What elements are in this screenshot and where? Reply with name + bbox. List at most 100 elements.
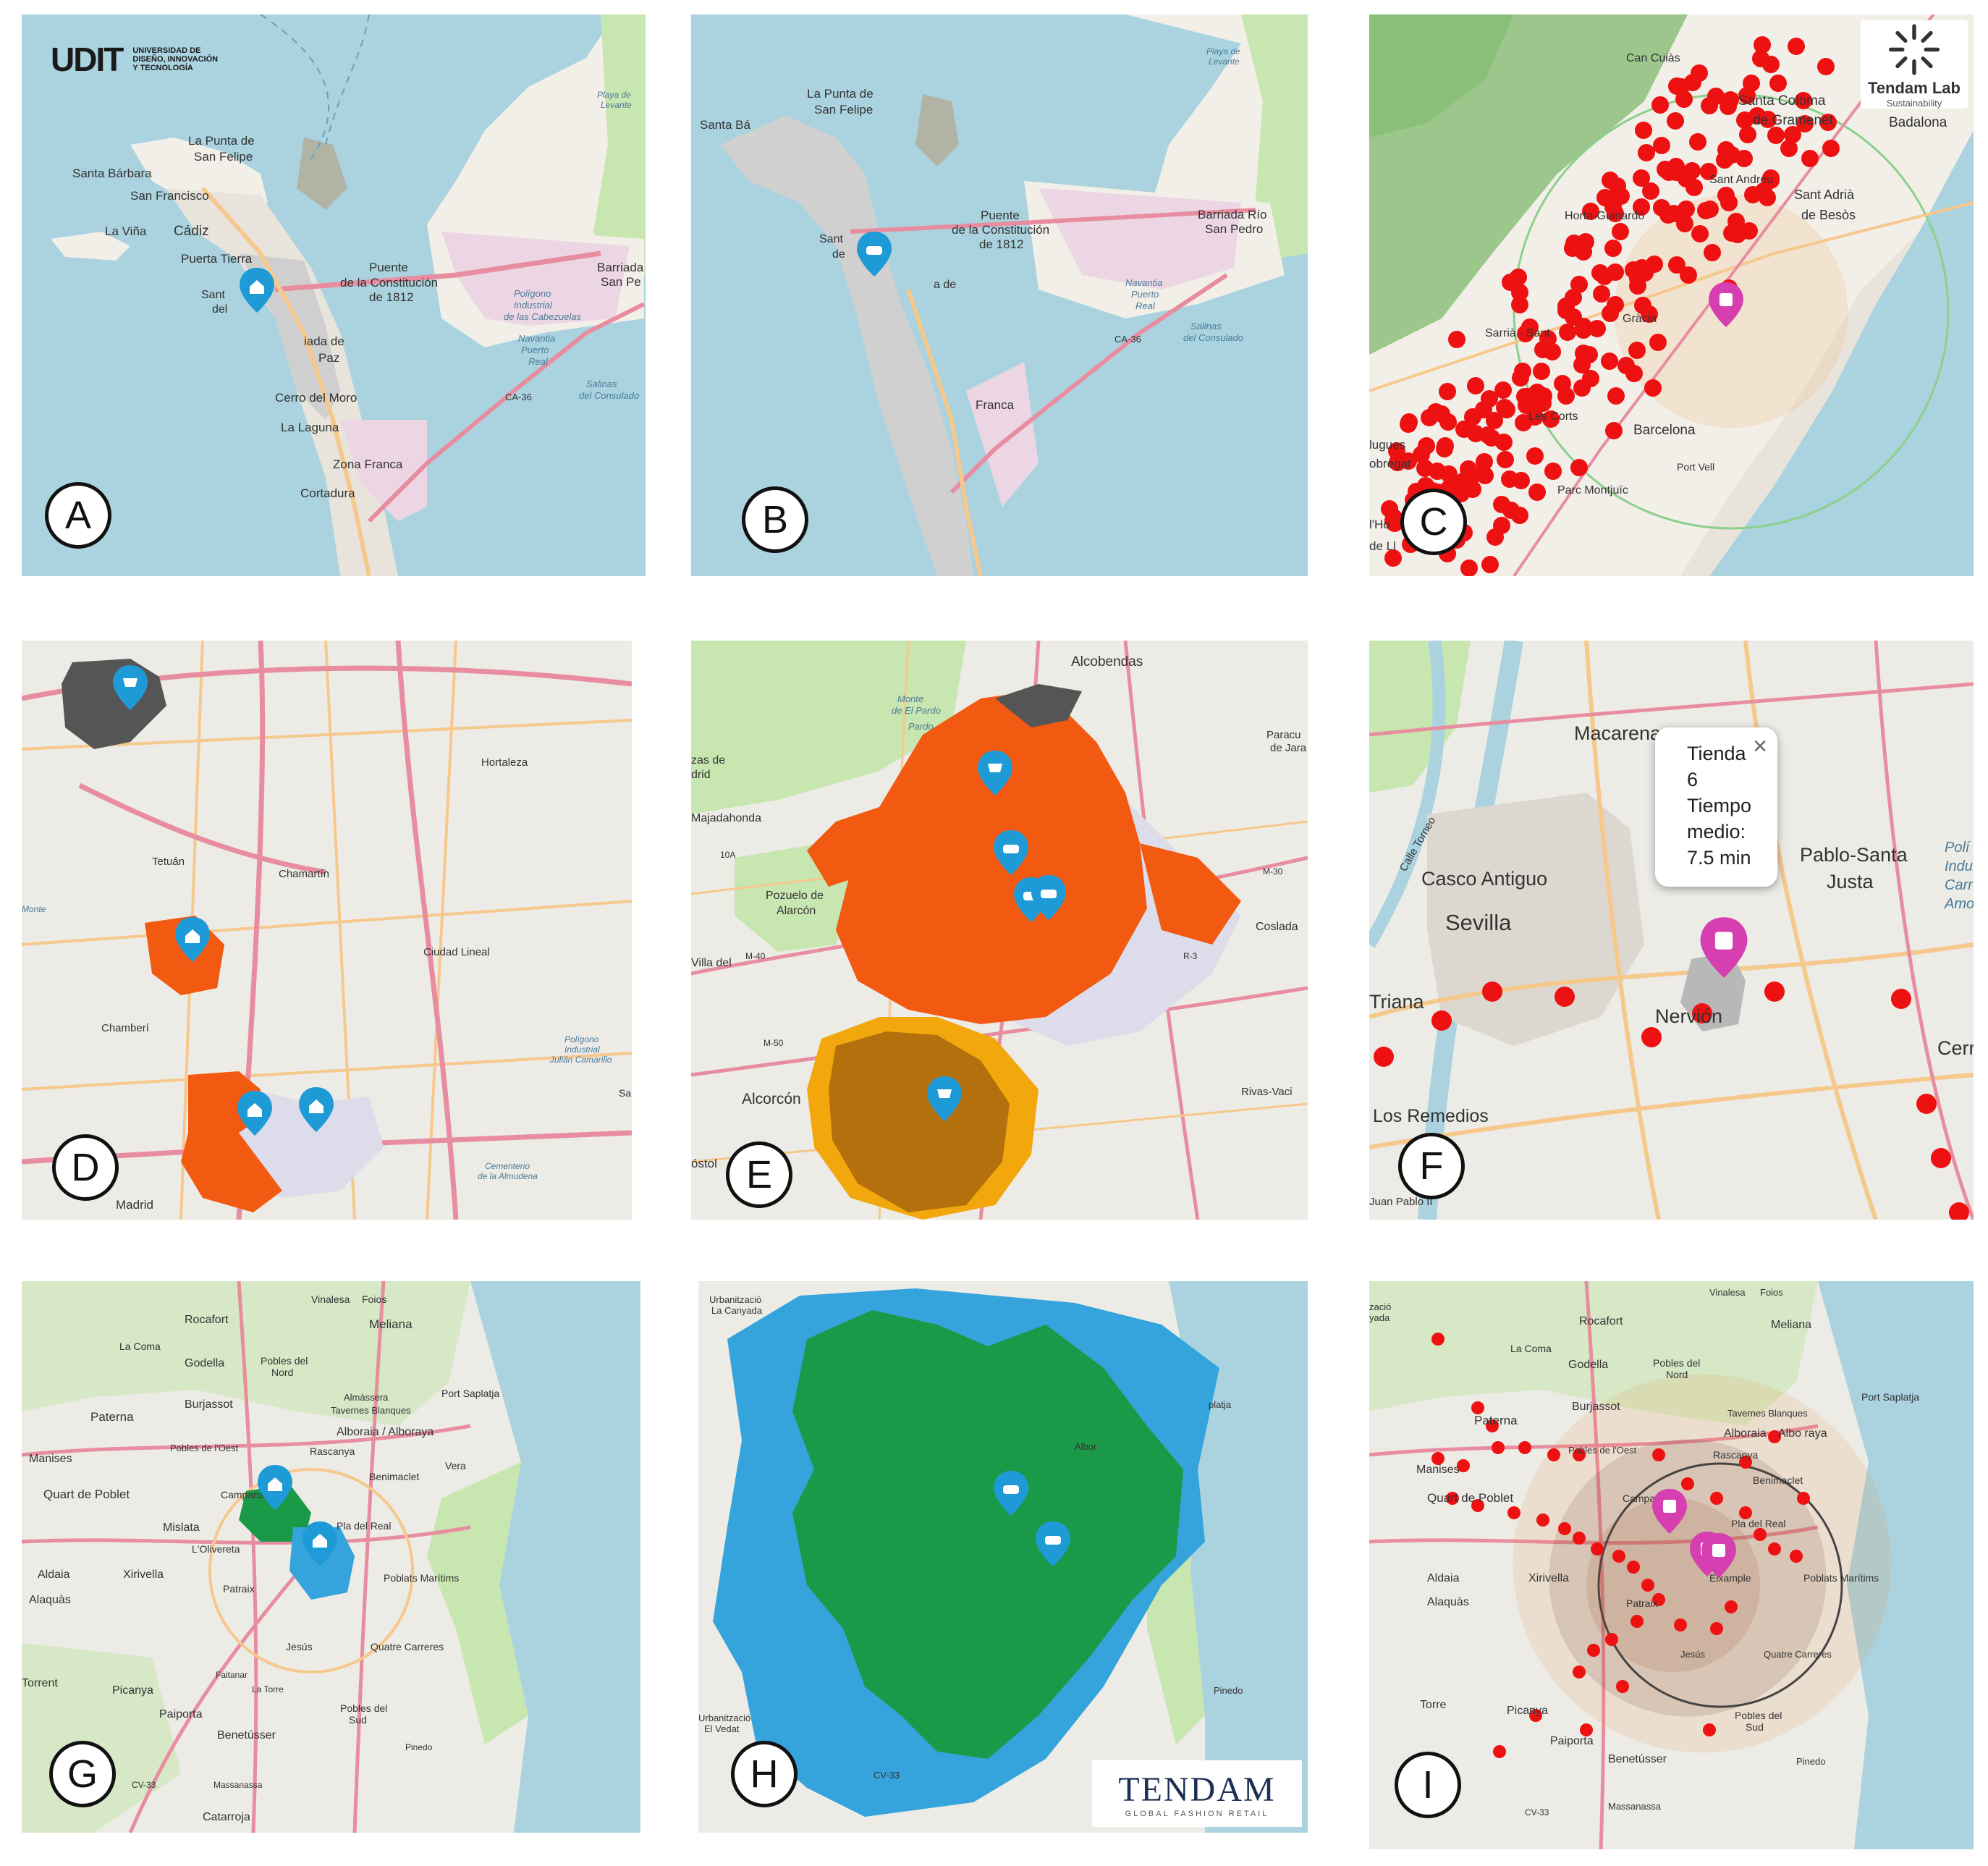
store-dot [1710,1492,1723,1505]
home-marker-icon[interactable] [175,917,210,962]
map-panel-g[interactable]: Vinalesa Foios Rocafort Meliana La Coma … [22,1281,640,1833]
udit-logo-line: Y TECNOLOGÍA [132,64,193,72]
cart-marker-icon[interactable] [927,1076,962,1121]
map-g-label: Poblats Marítims [384,1572,459,1584]
store-dot [1596,268,1613,285]
map-i-label: Poblats Marítims [1803,1572,1879,1584]
map-e-label: Rivas-Vaci [1241,1086,1293,1098]
store-dot [1573,1666,1586,1679]
store-dot [1701,97,1718,114]
map-panel-a[interactable]: La Punta de San Felipe Santa Bárbara San… [22,14,646,576]
store-dot [1630,1615,1644,1628]
map-g-label: Patraix [223,1583,255,1595]
store-dot [1496,399,1513,416]
store-dot [1795,92,1812,109]
map-c-canvas: Can Cuiàs Santa Coloma de Gramenet Badal… [1369,14,1974,576]
store-dot [1582,203,1599,220]
store-dot [1570,459,1588,476]
map-f-label: Pablo-Santa [1800,844,1908,866]
cart-marker-icon[interactable] [113,665,148,710]
home-marker-icon[interactable] [258,1465,292,1510]
store-dot [1455,421,1473,438]
map-a-label: de la Constitución [340,276,438,290]
map-c-label: de Ll [1369,539,1396,553]
map-d-label: Cementerio [485,1161,530,1171]
map-panel-d[interactable]: Hortaleza Tetuán Chamartín Ciudad Lineal… [22,641,632,1220]
map-panel-f[interactable]: Macarena Casco Antiguo Sevilla Pablo-San… [1369,641,1974,1220]
map-panel-h[interactable]: Urbanització La Canyada Urbanització El … [698,1281,1308,1833]
store-dot [1638,144,1655,161]
map-d-label: de la Almudena [478,1171,538,1181]
home-marker-icon[interactable] [299,1087,334,1132]
store-dot [1916,1094,1937,1114]
map-g-label: Campanar [221,1489,268,1500]
store-dot [1604,198,1622,216]
close-icon[interactable]: × [1753,733,1768,760]
map-g-label: Nord [271,1367,293,1378]
map-c-label: Horta-Guinardó [1565,210,1644,222]
panel-letter-f: F [1398,1133,1465,1199]
store-popup[interactable]: × Tienda 6 Tiempo medio: 7.5 min [1655,727,1778,887]
store-dot [1528,484,1546,501]
store-dot [1386,515,1403,532]
coverage-ring [1597,1462,1843,1708]
map-a-label: Paz [318,351,339,365]
store-dot [1467,377,1484,394]
train-marker-icon[interactable] [1652,1489,1687,1534]
home-marker-icon[interactable] [303,1521,337,1566]
store-dot [1701,200,1719,218]
map-e-label: M-50 [764,1038,784,1048]
map-f-canvas: Macarena Casco Antiguo Sevilla Pablo-San… [1369,641,1974,1220]
isochrone-darkgray [62,659,166,749]
store-dot [1493,1745,1506,1758]
map-a-label: Industrial [514,300,553,311]
store-dot [1495,434,1513,451]
tendam-lab-name: Tendam Lab [1868,79,1960,97]
map-panel-e[interactable]: Alcobendas Monte de El Pardo Paracu de J… [691,641,1308,1220]
car-marker-icon[interactable] [1031,875,1066,920]
store-dot [1544,463,1562,480]
coverage-ring [1549,1439,1827,1717]
store-dot [1427,403,1445,421]
store-dot [1515,414,1532,431]
map-i-label: Port Saplatja [1861,1391,1919,1403]
map-a-label: La Punta de [188,134,255,148]
store-dot [1536,1514,1549,1527]
map-a-label: Cádiz [174,224,209,239]
map-e-label: óstol [691,1157,717,1170]
store-dot [1431,1452,1445,1465]
cart-marker-icon[interactable] [978,751,1012,795]
map-h-label: CV-33 [874,1770,900,1781]
car-marker-icon[interactable] [857,232,892,276]
map-g-label: Vera [445,1460,466,1472]
map-panel-i[interactable]: Vinalesa Foios Meliana zació yada Rocafo… [1369,1281,1974,1849]
store-dot [1476,467,1494,484]
store-dot [1769,75,1787,92]
map-g-label: Quart de Poblet [43,1487,130,1501]
store-dot [1740,222,1758,240]
store-dot [1452,475,1470,492]
car-marker-icon[interactable] [994,1471,1028,1516]
train-marker-icon[interactable] [1701,1533,1736,1578]
map-c-label: Santa Coloma [1738,93,1826,109]
store-dot [1819,114,1837,131]
train-marker-icon[interactable] [1709,282,1743,327]
map-a-label: Puerta Tierra [181,252,253,266]
store-dot [1593,285,1610,303]
map-panel-b[interactable]: La Punta de San Felipe Santa Bá Puente d… [691,14,1308,576]
map-i-label: Tavernes Blanques [1727,1408,1808,1419]
store-dot [1681,1477,1694,1490]
map-g-label: Benimaclet [369,1471,419,1482]
map-panel-c[interactable]: Can Cuiàs Santa Coloma de Gramenet Badal… [1369,14,1974,576]
sunburst-icon [1888,24,1940,75]
store-dot [1511,296,1528,313]
home-marker-icon[interactable] [237,1091,272,1136]
home-marker-icon[interactable] [240,268,274,313]
map-i-label: Xirivella [1528,1572,1569,1584]
map-e-label: Pozuelo de [766,890,824,902]
store-dot [1641,1579,1654,1592]
train-marker-icon[interactable] [1700,917,1748,978]
car-marker-icon[interactable] [994,830,1028,875]
car-marker-icon[interactable] [1036,1521,1070,1566]
store-dot [1400,415,1417,433]
